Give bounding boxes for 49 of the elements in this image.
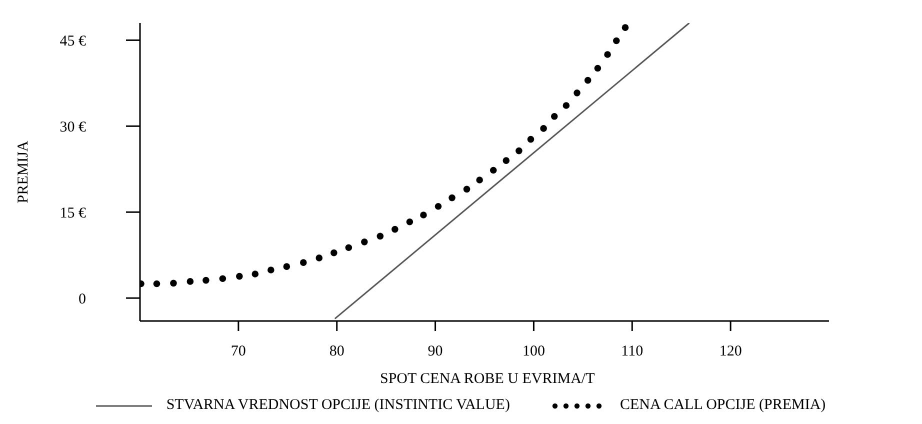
point [476,176,483,184]
point [604,51,611,58]
point [463,186,470,193]
point [219,275,226,282]
point [361,238,368,246]
point [252,270,259,278]
point [153,280,160,288]
y-axis-title: PREMIJA [15,140,32,204]
point [202,276,210,284]
point [392,226,398,233]
x-axis-title: SPOT CENA ROBE U EVRIMA/T [380,371,595,387]
point [574,90,580,96]
point [540,125,547,132]
x-tick-label: 80 [329,344,344,360]
point [502,157,510,164]
point [448,194,456,202]
point [594,64,602,72]
legend-label: CENA CALL OPCIJE (PREMIA) [620,397,826,414]
x-tick-label: 110 [621,344,644,360]
x-tick-label: 70 [230,344,246,360]
y-tick-label: 15 € [60,205,86,222]
y-tick-label: 45 € [60,34,86,50]
point [434,202,442,210]
point [376,232,384,240]
y-tick-label: 0 [78,291,86,308]
point [516,147,522,154]
y-tick-label: 30 € [60,119,86,136]
point [550,113,558,120]
point [236,272,243,280]
x-tick-label: 90 [428,344,443,360]
point [330,249,338,256]
point [170,280,177,287]
point [612,37,620,44]
point [345,244,352,252]
point [406,218,414,226]
point [527,136,534,143]
x-tick-label: 100 [522,344,545,360]
legend-label: STVARNA VREDNOST OPCIJE (INSTINTIC VALUE) [166,397,510,414]
point [622,24,629,31]
point [268,266,274,274]
point [584,76,592,84]
point [186,278,194,285]
point [420,212,427,218]
point [283,263,290,270]
point [562,102,570,109]
point [300,259,307,266]
x-tick-label: 120 [719,344,742,360]
point [316,254,323,262]
point [490,166,497,174]
